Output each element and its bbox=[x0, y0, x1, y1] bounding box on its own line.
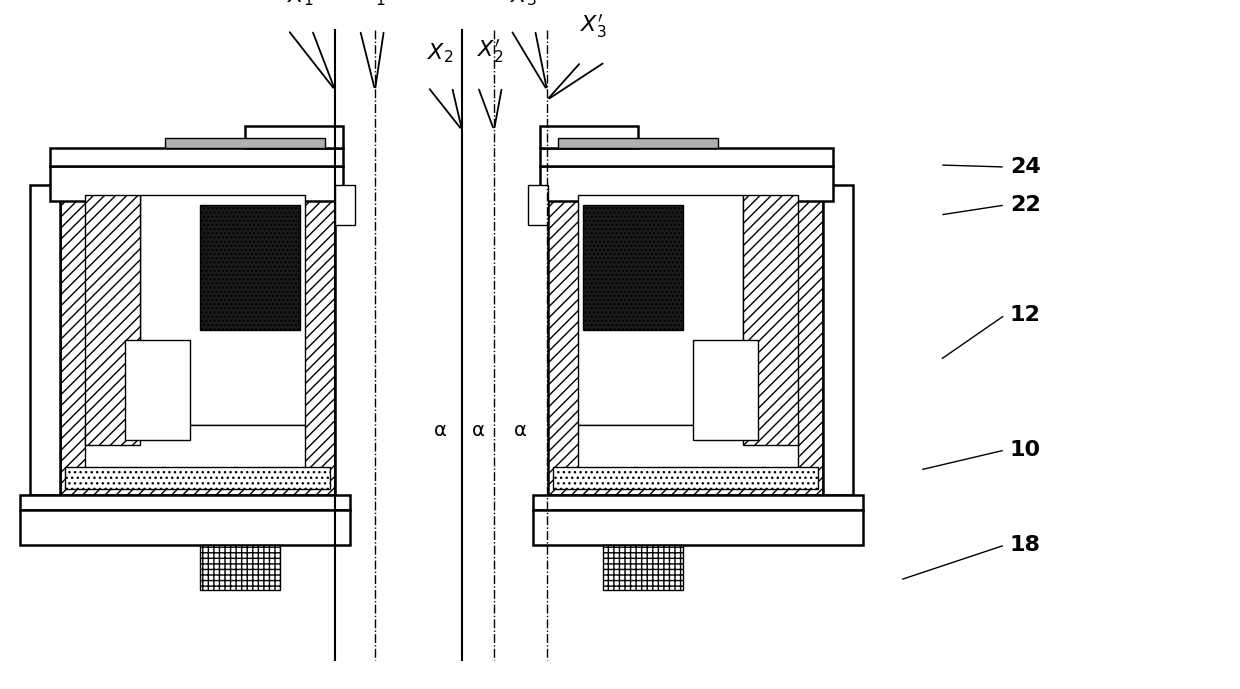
Bar bbox=[60, 185, 335, 495]
Bar bbox=[335, 185, 355, 225]
Bar bbox=[578, 195, 743, 425]
Bar bbox=[533, 495, 863, 510]
Bar bbox=[86, 425, 305, 475]
Bar bbox=[20, 510, 350, 545]
Bar bbox=[86, 195, 140, 445]
Text: 24: 24 bbox=[1011, 157, 1040, 177]
Bar bbox=[200, 545, 280, 590]
Text: 22: 22 bbox=[1011, 195, 1040, 215]
Text: $X_3$: $X_3$ bbox=[510, 0, 537, 8]
Bar bbox=[20, 495, 350, 510]
Bar bbox=[64, 467, 330, 489]
Bar bbox=[553, 467, 818, 489]
Bar bbox=[50, 166, 343, 201]
Text: α: α bbox=[434, 420, 446, 440]
Bar bbox=[200, 205, 300, 330]
Bar bbox=[140, 195, 305, 425]
Text: 18: 18 bbox=[1011, 535, 1042, 555]
Text: $X_3'$: $X_3'$ bbox=[579, 12, 606, 40]
Bar bbox=[246, 126, 343, 148]
Text: 12: 12 bbox=[1011, 305, 1040, 325]
Bar bbox=[693, 340, 758, 440]
Bar bbox=[125, 340, 190, 440]
Text: α: α bbox=[471, 420, 485, 440]
Text: $X_1'$: $X_1'$ bbox=[358, 0, 386, 8]
Bar bbox=[50, 148, 343, 166]
Bar bbox=[743, 195, 799, 445]
Text: $X_2$: $X_2$ bbox=[427, 41, 454, 65]
Bar bbox=[548, 185, 823, 495]
Text: $X_1$: $X_1$ bbox=[286, 0, 314, 8]
Bar bbox=[539, 148, 833, 166]
Bar bbox=[539, 166, 833, 201]
Bar bbox=[823, 185, 853, 495]
Bar bbox=[30, 185, 60, 495]
Bar bbox=[165, 138, 325, 148]
Bar bbox=[533, 510, 863, 545]
Bar bbox=[558, 138, 718, 148]
Bar bbox=[583, 205, 683, 330]
Text: $X_2'$: $X_2'$ bbox=[476, 37, 503, 65]
Bar bbox=[539, 126, 639, 148]
Bar bbox=[578, 425, 799, 475]
Text: α: α bbox=[513, 420, 527, 440]
Bar bbox=[528, 185, 548, 225]
Text: 10: 10 bbox=[1011, 440, 1042, 460]
Bar bbox=[603, 545, 683, 590]
